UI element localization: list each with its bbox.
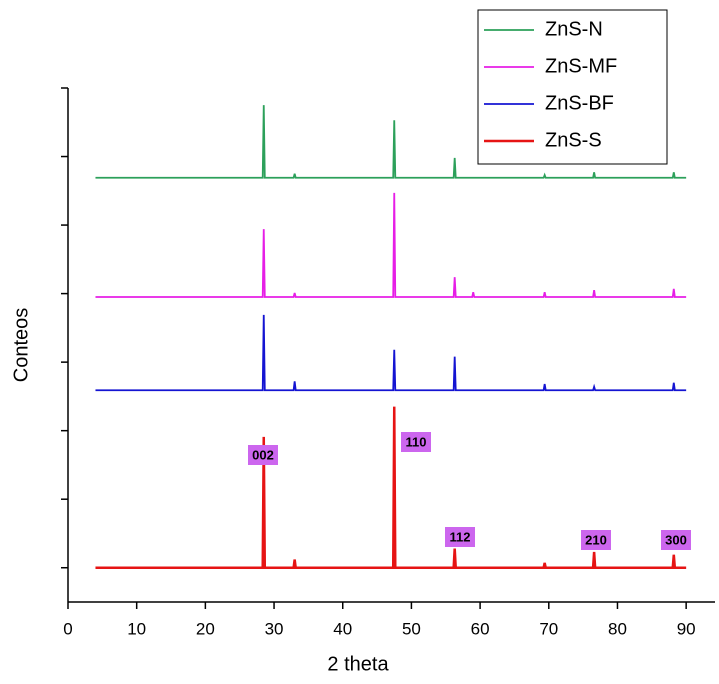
legend-label: ZnS-MF [545,55,617,77]
x-tick-label: 20 [196,619,215,638]
x-axis-label: 2 theta [327,653,389,675]
annotation: 110 [406,434,427,449]
chart: 2 theta Conteos 0 10 20 30 40 50 60 70 80 90 002 11… [0,0,719,679]
x-tick-label: 80 [608,619,627,638]
x-tick-label: 0 [63,619,72,638]
x-tick-label: 70 [539,619,558,638]
annotation: 210 [585,532,607,547]
x-tick-label: 90 [677,619,696,638]
legend-label: ZnS-N [545,18,603,40]
legend-label: ZnS-BF [545,92,614,114]
series-line [95,193,686,297]
legend-label: ZnS-S [545,129,602,151]
x-tick-label: 30 [265,619,284,638]
annotation: 300 [665,532,687,547]
y-axis-label: Conteos [10,308,32,383]
annotation: 112 [450,529,471,544]
x-tick-label: 10 [127,619,146,638]
annotation: 002 [252,447,274,462]
x-tick-label: 50 [402,619,421,638]
x-tick-label: 60 [471,619,490,638]
series-line [95,315,686,390]
x-tick-label: 40 [333,619,352,638]
